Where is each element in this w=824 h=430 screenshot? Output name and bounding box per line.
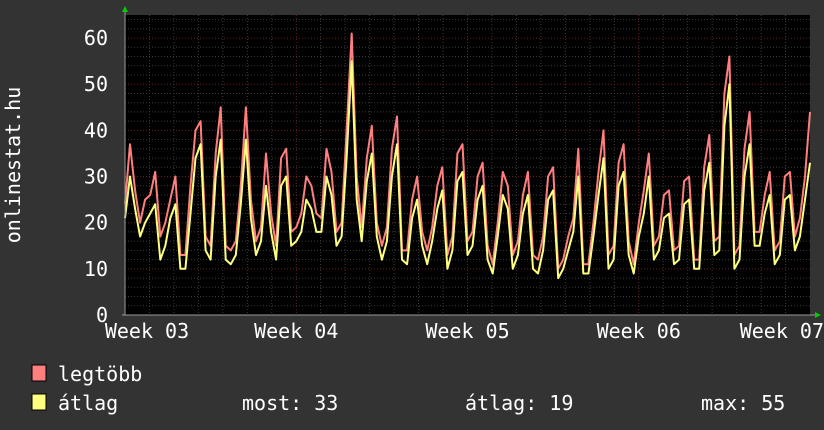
y-tick-label: 10 — [84, 257, 108, 281]
x-tick-label: Week 05 — [425, 319, 509, 343]
x-tick-label: Week 07 — [740, 319, 824, 343]
series-line-atlag — [124, 60, 811, 280]
legend-label-legtobb: legtöbb — [58, 362, 142, 386]
y-tick-label: 40 — [84, 118, 108, 142]
y-tick-labels: 0 10 20 30 40 50 60 — [84, 26, 108, 327]
legend-label-atlag: átlag — [58, 391, 118, 415]
x-axis-arrow-icon — [815, 312, 821, 318]
legend-swatch-atlag — [31, 393, 47, 411]
x-tick-label: Week 06 — [597, 319, 681, 343]
y-tick-label: 20 — [84, 211, 108, 235]
x-tick-label: Week 03 — [105, 319, 189, 343]
legend-swatch-legtobb — [31, 364, 47, 382]
y-tick-label: 30 — [84, 165, 108, 189]
y-tick-label: 0 — [96, 303, 108, 327]
y-axis-arrow-icon — [122, 6, 128, 12]
axes — [122, 6, 821, 318]
y-axis-label: onlinestat.hu — [1, 87, 25, 244]
stat-max: max: 55 — [701, 391, 785, 415]
y-tick-label: 60 — [84, 26, 108, 50]
x-tick-label: Week 04 — [254, 319, 338, 343]
series-layer — [124, 32, 811, 280]
stat-atlag: átlag: 19 — [465, 391, 573, 415]
stat-most: most: 33 — [242, 391, 338, 415]
x-tick-labels: Week 03 Week 04 Week 05 Week 06 Week 07 — [105, 319, 824, 343]
y-tick-label: 50 — [84, 72, 108, 96]
